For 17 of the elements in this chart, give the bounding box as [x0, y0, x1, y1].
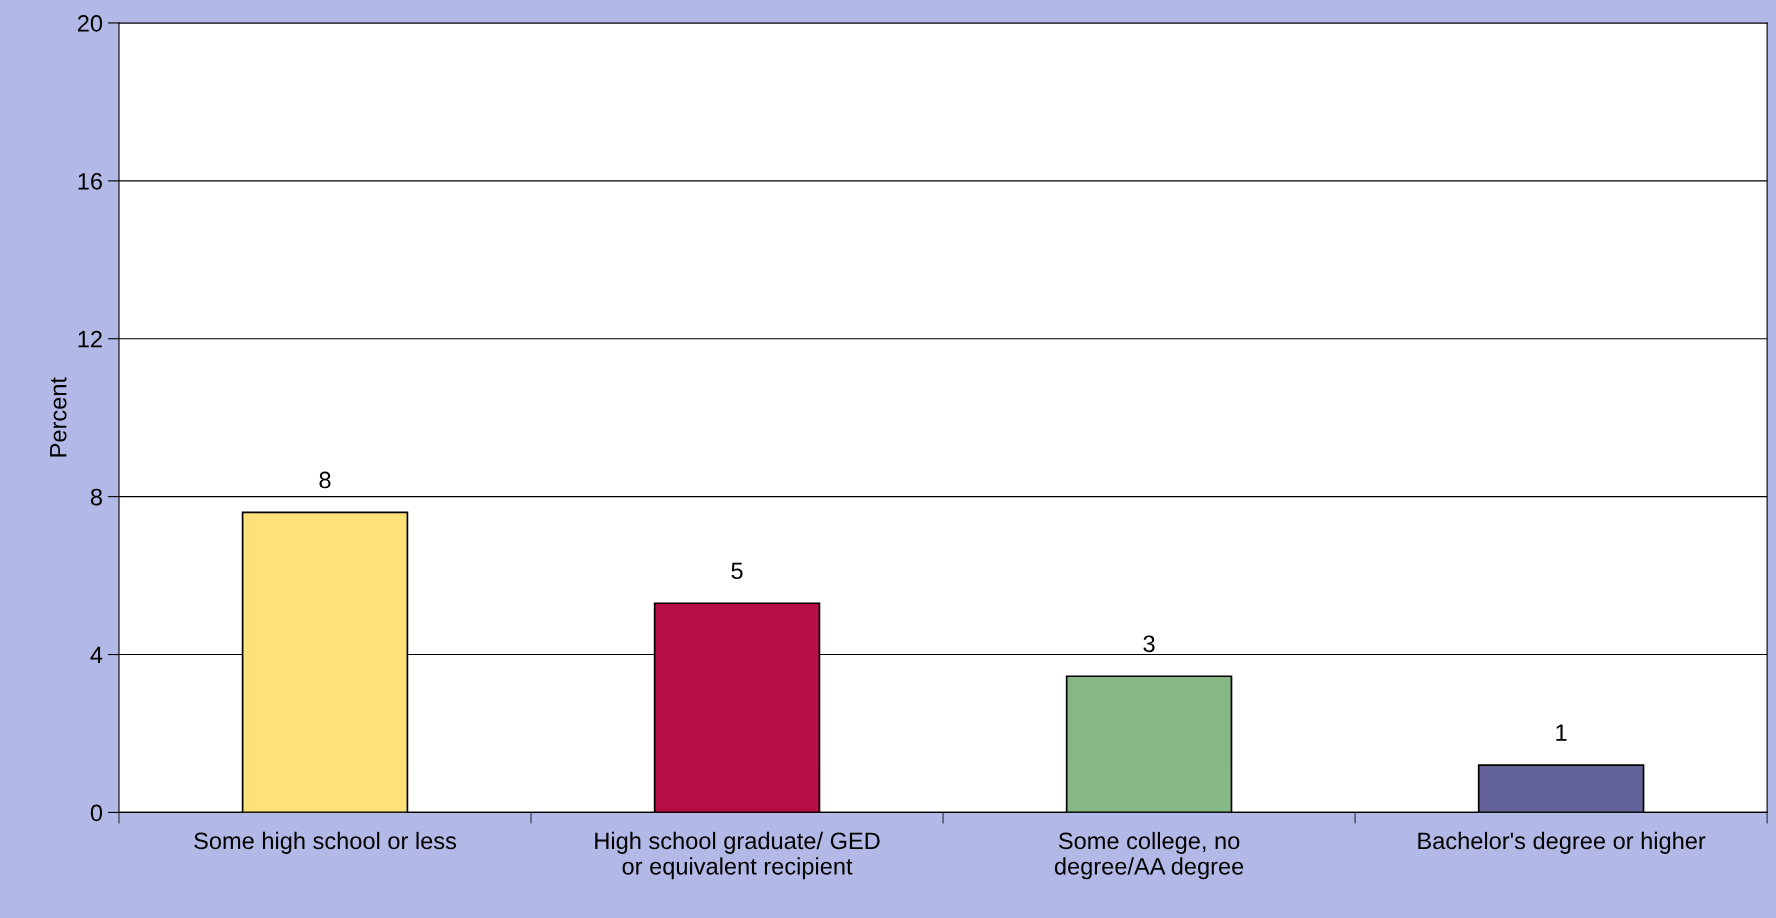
data-label: 3 — [1143, 635, 1155, 653]
bar — [1065, 675, 1233, 813]
data-label: 1 — [1556, 724, 1567, 741]
data-label: 5 — [731, 562, 743, 580]
x-tick-label: Bachelor's degree or higher — [1418, 831, 1706, 854]
x-tick-label: High school graduate/ GED or equivalent recipient — [595, 831, 880, 880]
y-tick-label: 12 — [78, 330, 102, 348]
y-tick-label: 4 — [90, 646, 103, 664]
y-axis-title: Percent — [50, 377, 67, 457]
bar — [1477, 764, 1645, 813]
x-tick-label: Some high school or less — [194, 831, 457, 854]
x-tick-label: Some college, no degree/AA degree — [1054, 831, 1244, 880]
y-tick-label: 16 — [78, 172, 102, 190]
data-label: 8 — [319, 471, 331, 489]
y-tick-label: 20 — [77, 15, 103, 32]
y-tick-label: 0 — [90, 804, 103, 822]
y-tick-label: 8 — [90, 488, 102, 506]
